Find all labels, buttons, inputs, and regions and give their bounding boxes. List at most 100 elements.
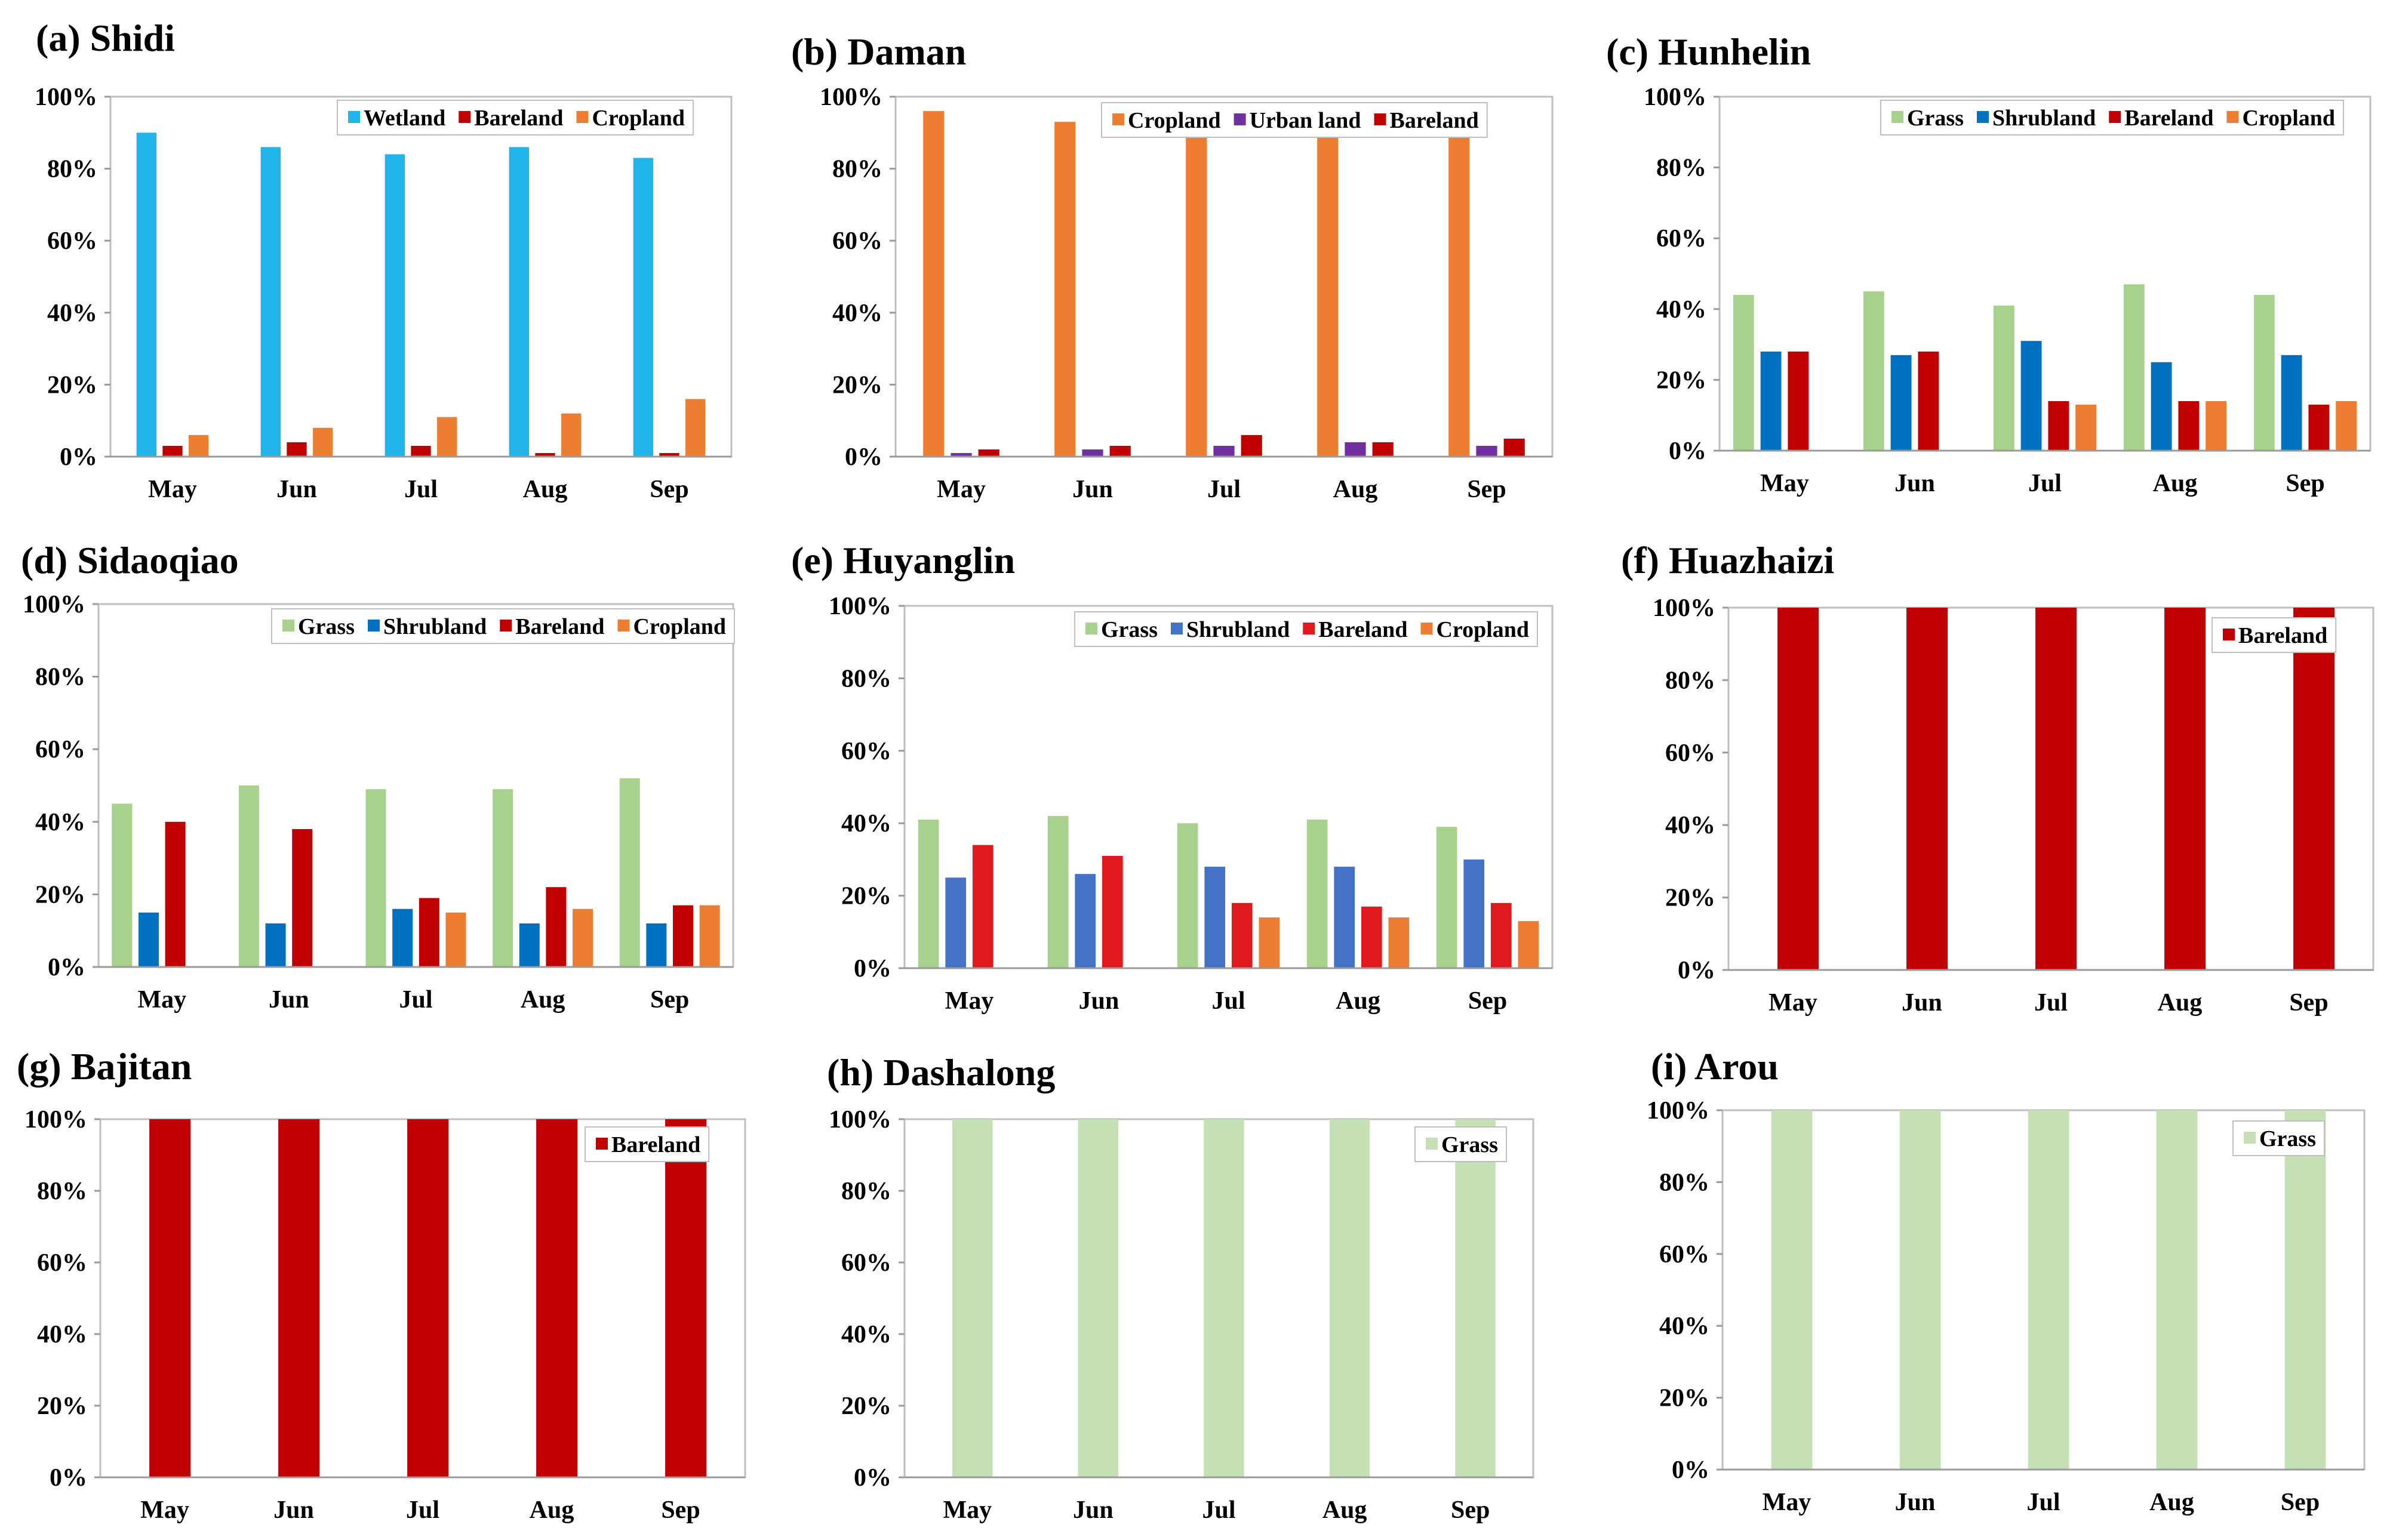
legend: Grass Shrubland Bareland Cropland: [1074, 611, 1539, 647]
legend-box: [2232, 1120, 2325, 1156]
panel-title: (d) Sidaoqiao: [21, 539, 239, 581]
x-tick-label: Jun: [1079, 987, 1119, 1015]
legend: Cropland Urban land Bareland: [1101, 102, 1488, 138]
y-tick-label: 0%: [1669, 438, 1706, 465]
panel-title: (a) Shidi: [36, 17, 175, 59]
x-tick-label: Aug: [2149, 1489, 2194, 1516]
bar-urban-land-jul: [1213, 445, 1235, 457]
bar-grass-aug: [493, 789, 513, 967]
x-tick-label: Aug: [530, 1496, 574, 1524]
bar-bareland-aug: [535, 452, 555, 457]
y-tick-label: 80%: [1665, 667, 1715, 694]
legend: Grass: [2232, 1120, 2325, 1156]
y-tick-label: 100%: [820, 84, 882, 111]
chart-panel-7: (g) Bajitan 0% 20% 40% 60% 80% 100% May Jun Jul Au…: [17, 1045, 746, 1524]
y-tick-label: 100%: [23, 591, 85, 618]
bar-grass-jun: [1078, 1119, 1119, 1477]
legend-label: Cropland: [1436, 617, 1529, 642]
x-tick-label: Sep: [2281, 1489, 2320, 1516]
y-tick-label: 20%: [1659, 1385, 1709, 1412]
legend: Grass Shrubland Bareland Cropland: [1880, 100, 2345, 135]
legend-label: Cropland: [1128, 108, 1221, 133]
bar-bareland-jun: [287, 442, 307, 457]
legend-swatch: [1891, 111, 1903, 123]
bar-cropland-aug: [1317, 133, 1339, 457]
legend-swatch: [1112, 113, 1124, 125]
y-tick-label: 100%: [829, 593, 891, 620]
bar-urban-land-may: [951, 452, 972, 457]
bar-cropland-sep: [685, 399, 706, 457]
legend-swatch: [459, 111, 471, 123]
legend-label: Shrubland: [383, 614, 487, 639]
bar-cropland-sep: [1518, 921, 1539, 968]
y-tick-label: 20%: [841, 1393, 891, 1420]
bar-grass-sep: [2284, 1110, 2326, 1470]
y-tick-label: 100%: [1644, 84, 1706, 111]
legend-label: Bareland: [515, 614, 604, 639]
y-tick-label: 60%: [841, 1249, 891, 1277]
y-tick-label: 80%: [1659, 1169, 1709, 1196]
y-tick-label: 40%: [47, 300, 97, 327]
legend-swatch: [1420, 623, 1433, 635]
x-tick-label: Jul: [1211, 987, 1245, 1015]
bar-grass-jul: [1993, 305, 2014, 451]
x-tick-label: May: [1768, 989, 1817, 1017]
panel-title: (e) Huyanglin: [791, 539, 1015, 581]
x-tick-label: Aug: [523, 476, 568, 503]
x-tick-label: Sep: [2289, 989, 2328, 1017]
y-tick-label: 80%: [37, 1178, 87, 1205]
x-tick-label: Sep: [650, 986, 689, 1014]
bar-cropland-jul: [1186, 133, 1207, 457]
bar-shrubland-jun: [1075, 874, 1096, 968]
legend-box: [337, 100, 694, 135]
x-tick-label: Sep: [650, 476, 688, 503]
bar-bareland-aug: [1372, 442, 1394, 457]
bar-wetland-aug: [509, 147, 529, 457]
bar-bareland-may: [972, 845, 994, 968]
bar-bareland-aug: [2178, 401, 2200, 451]
legend-label: Grass: [2259, 1126, 2316, 1151]
bar-bareland-jul: [1241, 435, 1262, 457]
x-tick-label: Aug: [1333, 476, 1378, 503]
bar-grass-aug: [1306, 820, 1328, 968]
y-tick-label: 20%: [832, 371, 882, 399]
legend-box: [1101, 102, 1488, 138]
x-tick-label: May: [140, 1496, 189, 1524]
y-tick-label: 80%: [1656, 155, 1706, 182]
bar-bareland-jun: [292, 828, 313, 967]
bar-grass-may: [1771, 1110, 1813, 1470]
y-tick-label: 40%: [37, 1321, 87, 1348]
bar-bareland-sep: [1490, 903, 1512, 968]
x-tick-label: May: [137, 986, 186, 1014]
bar-grass-jul: [2028, 1110, 2069, 1470]
bar-cropland-jul: [2075, 404, 2097, 451]
y-tick-label: 60%: [841, 738, 891, 765]
bar-shrubland-jun: [1890, 355, 1912, 451]
y-tick-label: 0%: [854, 955, 891, 982]
legend: Wetland Bareland Cropland: [337, 100, 694, 135]
legend-label: Grass: [1101, 617, 1158, 642]
bar-cropland-sep: [2336, 401, 2357, 451]
y-tick-label: 0%: [50, 1464, 87, 1492]
y-tick-label: 60%: [35, 736, 85, 763]
bar-grass-may: [952, 1119, 993, 1477]
bar-cropland-aug: [561, 413, 582, 457]
bar-grass-may: [112, 803, 133, 967]
bar-bareland-aug: [546, 887, 567, 967]
x-tick-label: May: [945, 987, 994, 1015]
legend: Bareland: [585, 1126, 710, 1162]
y-tick-label: 40%: [1665, 812, 1715, 839]
x-tick-label: Jun: [1073, 1496, 1114, 1524]
bar-grass-jun: [1899, 1110, 1941, 1470]
bar-bareland-sep: [1503, 438, 1525, 457]
y-tick-label: 100%: [24, 1106, 87, 1134]
bar-bareland-jul: [419, 898, 439, 967]
chart-panel-1: (a) Shidi 0% 20% 40% 60% 80% 100% May Jun Jul Aug S…: [35, 17, 733, 503]
panel-title: (b) Daman: [791, 30, 966, 73]
legend-label: Cropland: [592, 106, 685, 131]
x-tick-label: Sep: [1468, 987, 1507, 1015]
y-tick-label: 0%: [845, 443, 882, 471]
bar-shrubland-sep: [1463, 859, 1485, 968]
bar-grass-may: [1733, 295, 1754, 451]
y-tick-label: 0%: [60, 443, 97, 471]
